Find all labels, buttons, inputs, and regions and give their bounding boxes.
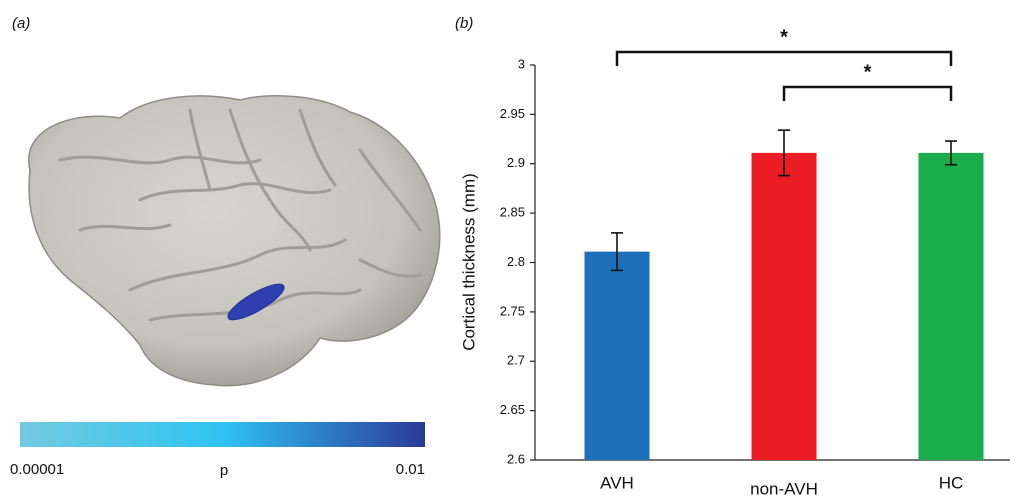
significance-bracket [784, 87, 951, 101]
brain-image [29, 96, 440, 386]
x-tick-label: AVH [600, 473, 634, 492]
figure: (a) 0.00001 p 0.01 (b) Cortical thicknes… [0, 0, 1024, 497]
significance-label: * [864, 61, 872, 83]
y-tick-label: 3 [518, 56, 525, 71]
colorbar-min-label: 0.00001 [10, 461, 64, 478]
colorbar-label: p [220, 462, 228, 479]
panel-label: (b) [455, 15, 473, 32]
y-tick-label: 2.6 [507, 451, 525, 466]
significance-label: * [780, 26, 788, 48]
panel-label: (a) [12, 15, 30, 32]
y-tick-label: 2.7 [507, 353, 525, 368]
bar [919, 153, 984, 460]
colorbar-max-label: 0.01 [396, 461, 425, 478]
y-axis-label: Cortical thickness (mm) [459, 173, 478, 351]
y-tick-label: 2.65 [500, 402, 525, 417]
y-tick-label: 2.85 [500, 205, 525, 220]
bar [752, 153, 817, 460]
x-tick-label: HC [939, 473, 964, 492]
colorbar [20, 422, 425, 447]
y-tick-label: 2.8 [507, 254, 525, 269]
bar [585, 252, 650, 460]
y-tick-label: 2.75 [500, 303, 525, 318]
y-tick-label: 2.95 [500, 106, 525, 121]
x-tick-label: non-AVH [750, 479, 818, 497]
significance-bracket [617, 52, 951, 66]
y-tick-label: 2.9 [507, 155, 525, 170]
